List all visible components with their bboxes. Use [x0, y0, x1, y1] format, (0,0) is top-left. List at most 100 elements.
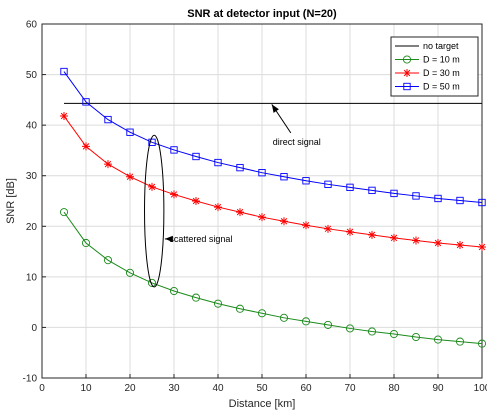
y-tick-label: 0 — [31, 323, 37, 334]
series-1 — [59, 208, 487, 348]
x-tick-label: 100 — [474, 383, 487, 394]
data-point — [169, 286, 179, 296]
data-point — [301, 317, 311, 326]
data-point — [60, 112, 68, 121]
y-axis-label: SNR [dB] — [5, 178, 17, 224]
data-point — [82, 142, 90, 151]
data-point — [236, 208, 244, 217]
x-tick-label: 60 — [300, 383, 312, 394]
data-point — [324, 180, 332, 188]
data-point — [257, 309, 267, 318]
data-point — [59, 208, 69, 217]
legend-label: D = 50 m — [423, 82, 460, 92]
data-point — [346, 183, 354, 191]
data-point — [433, 335, 443, 344]
y-tick-label: 50 — [26, 70, 38, 81]
data-point — [390, 189, 398, 198]
data-point — [368, 230, 376, 239]
y-tick-label: 40 — [26, 121, 38, 132]
legend-entry: D = 30 m — [395, 68, 460, 78]
data-point — [412, 192, 420, 200]
data-point — [279, 313, 289, 322]
y-tick-label: 20 — [26, 222, 38, 233]
legend-entries: no target D = 10 m D = 30 m D = 50 m — [395, 41, 460, 92]
data-point — [478, 243, 486, 252]
series-line — [63, 211, 483, 345]
data-point — [104, 115, 112, 124]
y-tick-label: 60 — [26, 20, 38, 31]
data-point — [170, 146, 178, 154]
data-point — [192, 197, 200, 205]
data-point — [213, 299, 223, 308]
data-point — [236, 163, 244, 172]
data-point — [103, 256, 113, 265]
series-2 — [60, 112, 486, 252]
data-point — [302, 177, 310, 185]
x-tick-label: 70 — [344, 383, 356, 394]
x-tick-label: 50 — [256, 383, 268, 394]
x-tick-label: 90 — [432, 383, 444, 394]
data-point — [126, 128, 134, 136]
data-point — [125, 268, 135, 277]
y-axis-ticks: -10 0 10 20 30 40 50 60 — [23, 20, 46, 385]
annotations: direct signal scattered signal — [144, 104, 321, 288]
legend-entry: D = 10 m — [395, 55, 460, 65]
data-point — [126, 172, 134, 181]
data-point — [104, 160, 112, 169]
data-point — [258, 169, 266, 177]
scattered-signal-arrowhead — [164, 235, 173, 243]
data-point — [192, 152, 200, 161]
x-tick-label: 10 — [80, 383, 92, 394]
x-tick-label: 40 — [212, 383, 224, 394]
data-point — [456, 240, 464, 249]
x-tick-label: 30 — [168, 383, 180, 394]
legend-label: D = 10 m — [423, 55, 460, 65]
x-axis-label: Distance [km] — [229, 398, 296, 410]
data-point — [478, 198, 486, 207]
legend-marker — [402, 55, 412, 64]
chart-title: SNR at detector input (N=20) — [187, 8, 337, 20]
data-point — [456, 196, 464, 205]
data-point — [191, 293, 201, 302]
data-point — [81, 238, 91, 248]
data-point — [82, 98, 90, 106]
legend-label: D = 30 m — [423, 68, 460, 78]
data-point — [280, 217, 288, 226]
data-point — [60, 67, 68, 76]
data-point — [214, 203, 222, 212]
direct-signal-arrowhead — [271, 104, 279, 113]
x-tick-label: 20 — [124, 383, 136, 394]
data-point — [148, 182, 156, 191]
data-point — [346, 227, 354, 236]
data-point — [170, 190, 178, 199]
x-tick-label: 80 — [388, 383, 400, 394]
legend-label: no target — [423, 41, 459, 51]
data-point — [455, 337, 465, 346]
data-point — [434, 238, 442, 247]
data-point — [411, 332, 421, 342]
data-point — [235, 304, 245, 313]
legend-marker — [403, 82, 411, 91]
legend-entry: no target — [395, 41, 459, 51]
scattered-signal-label: scattered signal — [169, 234, 232, 244]
data-point — [302, 221, 310, 230]
y-tick-label: -10 — [23, 374, 38, 385]
data-point — [147, 278, 157, 287]
data-point — [368, 186, 376, 195]
series-3 — [60, 67, 486, 207]
direct-signal-label: direct signal — [273, 137, 321, 147]
data-point — [412, 236, 420, 245]
data-point — [390, 233, 398, 242]
data-point — [367, 327, 377, 336]
data-point — [434, 194, 442, 203]
data-point — [148, 138, 156, 146]
data-point — [214, 158, 222, 167]
data-point — [280, 173, 288, 181]
data-point — [389, 329, 399, 339]
legend-entry: D = 50 m — [395, 82, 460, 92]
y-tick-label: 30 — [26, 171, 38, 182]
scattered-signal-ellipse — [144, 134, 165, 288]
y-tick-label: 10 — [26, 272, 38, 283]
legend-marker — [403, 69, 411, 77]
